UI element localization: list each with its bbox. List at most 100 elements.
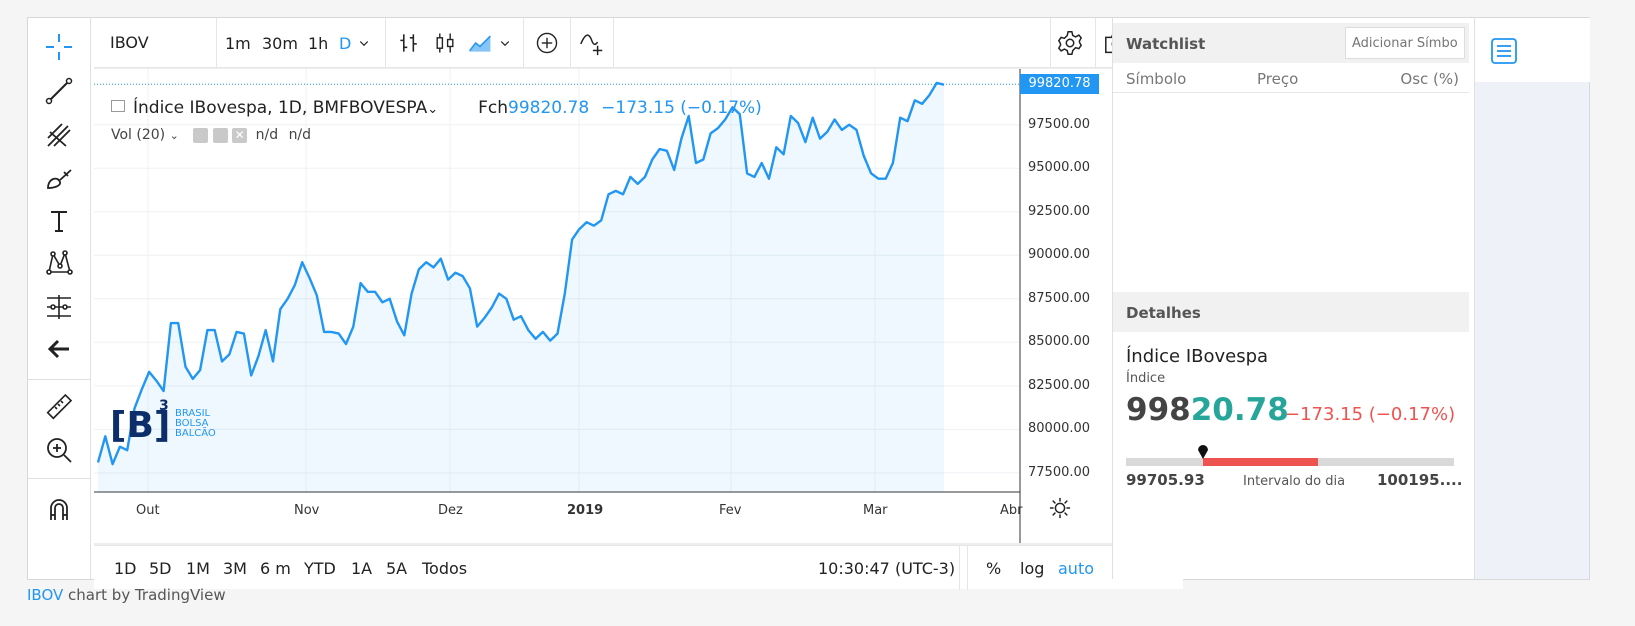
watchlist-columns: Símbolo Preço Osc (%) (1113, 63, 1469, 93)
interval-1m[interactable]: 1m (225, 34, 251, 53)
range-1m[interactable]: 1M (186, 559, 210, 578)
crosshair-icon[interactable] (42, 30, 76, 64)
logo-line-3: BALCÃO (175, 428, 216, 439)
legend-close-label: Fch (478, 98, 509, 118)
close-icon[interactable]: ✕ (232, 127, 248, 143)
volume-value-1: n/d (255, 127, 279, 143)
ruler-icon[interactable] (42, 390, 76, 424)
back-arrow-icon[interactable] (42, 332, 76, 366)
volume-chevron-icon[interactable]: ⌄ (169, 129, 179, 142)
separator (385, 18, 386, 68)
trend-line-icon[interactable] (42, 74, 76, 108)
logo-sup: 3 (159, 398, 169, 414)
x-tick-label: Fev (719, 503, 742, 518)
attribution-link[interactable]: IBOV (27, 586, 64, 604)
logo-mark: [B] (110, 405, 171, 446)
y-tick-label: 85000.00 (1028, 334, 1091, 350)
y-tick-label: 80000.00 (1028, 421, 1091, 437)
y-tick-label: 97500.00 (1028, 116, 1091, 132)
x-tick-label: Abr (1000, 503, 1023, 518)
candles-chart-type-icon[interactable] (430, 28, 460, 58)
gear-icon[interactable] (1055, 28, 1085, 58)
pitchfork-icon[interactable] (42, 118, 76, 152)
legend-change: −173.15 (−0.17%) (601, 98, 762, 118)
range-3m[interactable]: 3M (223, 559, 247, 578)
interval-1h[interactable]: 1h (308, 34, 329, 53)
details-symbol-name: Índice IBovespa (1126, 346, 1269, 367)
toolbar-divider (28, 379, 91, 380)
y-tick-label: 87500.00 (1028, 290, 1091, 306)
separator (959, 546, 960, 590)
current-price-pin-icon (1197, 442, 1209, 460)
separator (967, 546, 968, 590)
y-tick-label: 77500.00 (1028, 464, 1091, 480)
log-toggle[interactable]: log (1020, 559, 1045, 578)
auto-toggle[interactable]: auto (1058, 559, 1095, 578)
separator (613, 18, 614, 68)
side-strip (1474, 18, 1590, 579)
y-tick-label: 90000.00 (1028, 247, 1091, 263)
chevron-down-icon[interactable] (497, 28, 513, 58)
range-ytd[interactable]: YTD (304, 559, 336, 578)
percent-toggle[interactable]: % (986, 559, 1002, 578)
zoom-in-icon[interactable] (42, 433, 76, 467)
details-symbol-type: Índice (1126, 371, 1166, 386)
price-chart[interactable] (94, 69, 1183, 543)
magnet-icon[interactable] (42, 492, 76, 526)
last-price-tag: 99820.78 (1020, 74, 1099, 95)
toolbar-divider (28, 478, 91, 479)
series-area (98, 82, 944, 493)
range-5a[interactable]: 5A (386, 559, 408, 578)
separator (570, 18, 571, 68)
x-tick-label: Dez (438, 503, 463, 518)
area-chart-type-icon[interactable] (465, 28, 495, 58)
range-1a[interactable]: 1A (351, 559, 373, 578)
range-6-m[interactable]: 6 m (260, 559, 291, 578)
col-symbol[interactable]: Símbolo (1126, 70, 1187, 88)
legend-collapse-icon[interactable] (111, 100, 125, 112)
chart-settings-sun-icon[interactable] (1049, 497, 1074, 522)
add-symbol-input[interactable] (1345, 27, 1465, 59)
x-tick-label: Out (136, 503, 160, 518)
add-indicator-icon[interactable] (532, 28, 562, 58)
settings-icon[interactable] (212, 127, 228, 143)
chevron-down-icon[interactable] (356, 28, 372, 58)
logo-line-2: BOLSA (175, 418, 209, 429)
day-high: 100195.... (1377, 471, 1463, 489)
bar-chart-type-icon[interactable] (394, 28, 424, 58)
b3-logo: [B] 3 BRASIL BOLSA BALCÃO (110, 398, 240, 454)
chart-footer-toolbar: 1D 5D 1M 3M 6 m YTD 1A 5A Todos 10:30:47 (UTC-3)… (94, 545, 1183, 590)
legend-chevron-icon[interactable]: ⌄ (427, 102, 439, 117)
interval-30m[interactable]: 30m (262, 34, 298, 53)
col-change[interactable]: Osc (%) (1400, 70, 1459, 88)
pattern-icon[interactable] (42, 246, 76, 280)
chart-header-toolbar: IBOV 1m 30m 1h D (94, 18, 1183, 68)
y-tick-label: 92500.00 (1028, 203, 1091, 219)
details-change: −173.15 (−0.17%) (1285, 404, 1456, 425)
range-5d[interactable]: 5D (149, 559, 172, 578)
x-tick-label: Mar (863, 503, 888, 518)
watchlist-panel-icon[interactable] (1489, 36, 1519, 66)
range-todos[interactable]: Todos (422, 559, 468, 578)
text-icon[interactable] (42, 204, 76, 238)
measure-lines-icon[interactable] (42, 290, 76, 324)
range-1d[interactable]: 1D (114, 559, 137, 578)
interval-d[interactable]: D (339, 34, 352, 53)
timezone-clock[interactable]: 10:30:47 (UTC-3) (818, 559, 956, 578)
symbol-search[interactable]: IBOV (110, 33, 149, 52)
x-tick-label: 2019 (567, 503, 604, 518)
y-tick-label: 82500.00 (1028, 377, 1091, 393)
chart-canvas[interactable]: Índice IBovespa, 1D, BMFBOVESPA⌄ Fch99820… (94, 69, 1183, 543)
volume-label[interactable]: Vol (20) (111, 127, 166, 143)
compare-icon[interactable] (577, 28, 607, 58)
brush-icon[interactable] (42, 162, 76, 196)
col-price[interactable]: Preço (1257, 70, 1299, 88)
eye-icon[interactable] (193, 127, 209, 143)
watchlist-header: Watchlist (1113, 23, 1469, 63)
x-tick-label: Nov (294, 503, 320, 518)
day-low: 99705.93 (1126, 471, 1205, 489)
day-range-fill (1203, 458, 1318, 466)
chart-panel: IBOV 1m 30m 1h D (94, 18, 1183, 590)
separator (523, 18, 524, 68)
logo-line-1: BRASIL (175, 408, 211, 419)
